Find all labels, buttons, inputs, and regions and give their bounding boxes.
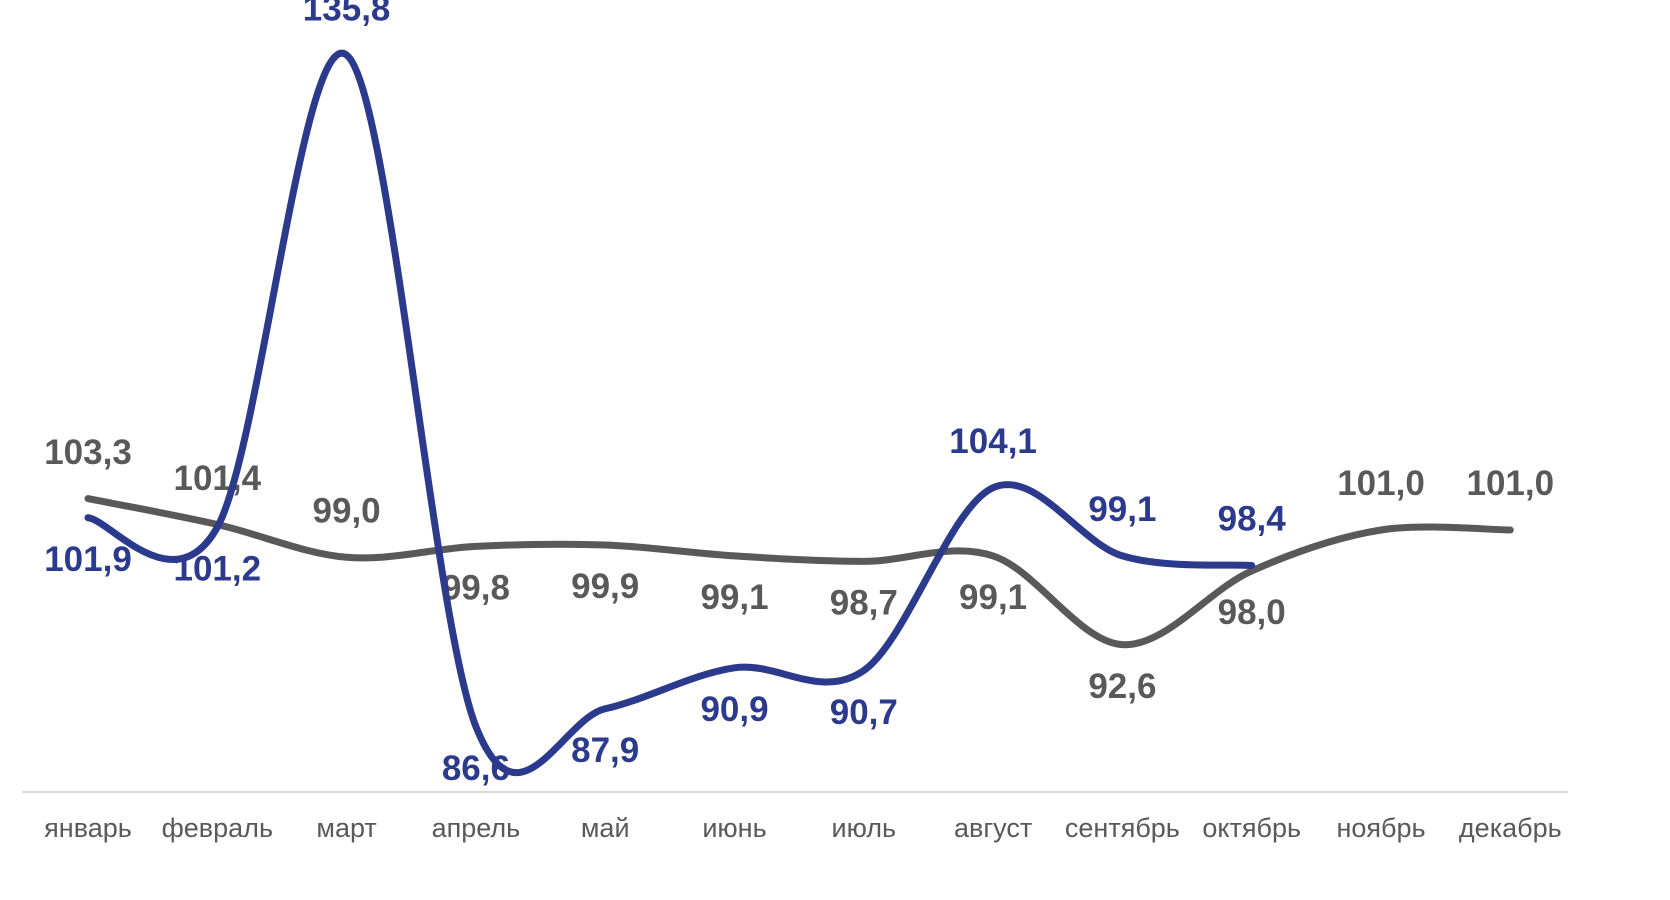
data-label: 99,0	[313, 492, 381, 531]
data-label: 90,7	[830, 693, 898, 732]
x-tick-label: ноябрь	[1336, 813, 1425, 843]
x-tick-label: сентябрь	[1065, 813, 1180, 843]
x-tick-label: февраль	[162, 813, 273, 843]
x-tick-label: май	[581, 813, 630, 843]
x-tick-label: август	[954, 813, 1032, 843]
data-label: 101,0	[1467, 464, 1555, 503]
data-label: 101,4	[174, 459, 262, 498]
data-label: 99,9	[571, 567, 639, 606]
data-label: 135,8	[303, 0, 391, 28]
data-label: 87,9	[571, 731, 639, 770]
data-label: 99,1	[1088, 490, 1156, 529]
data-label: 98,7	[830, 584, 898, 623]
x-tick-label: октябрь	[1202, 813, 1301, 843]
data-label: 86,6	[442, 749, 510, 788]
data-label: 99,8	[442, 569, 510, 608]
data-label: 98,4	[1218, 500, 1287, 539]
line	[84, 49, 1256, 777]
data-label: 101,2	[174, 550, 262, 589]
data-label: 99,1	[959, 578, 1027, 617]
x-tick-label: июль	[832, 813, 897, 843]
x-tick-label: январь	[44, 813, 132, 843]
line	[84, 495, 1514, 649]
x-tick-label: декабрь	[1459, 813, 1562, 843]
x-tick-label: июнь	[702, 813, 766, 843]
data-label: 92,6	[1088, 667, 1156, 706]
data-label: 99,1	[700, 578, 768, 617]
data-label: 90,9	[700, 690, 768, 729]
data-label: 101,9	[44, 540, 132, 579]
data-label: 98,0	[1218, 593, 1286, 632]
data-label: 101,0	[1337, 464, 1425, 503]
data-label: 103,3	[44, 433, 132, 472]
x-tick-label: апрель	[432, 813, 521, 843]
data-label: 104,1	[949, 422, 1037, 461]
x-tick-label: март	[316, 813, 376, 843]
